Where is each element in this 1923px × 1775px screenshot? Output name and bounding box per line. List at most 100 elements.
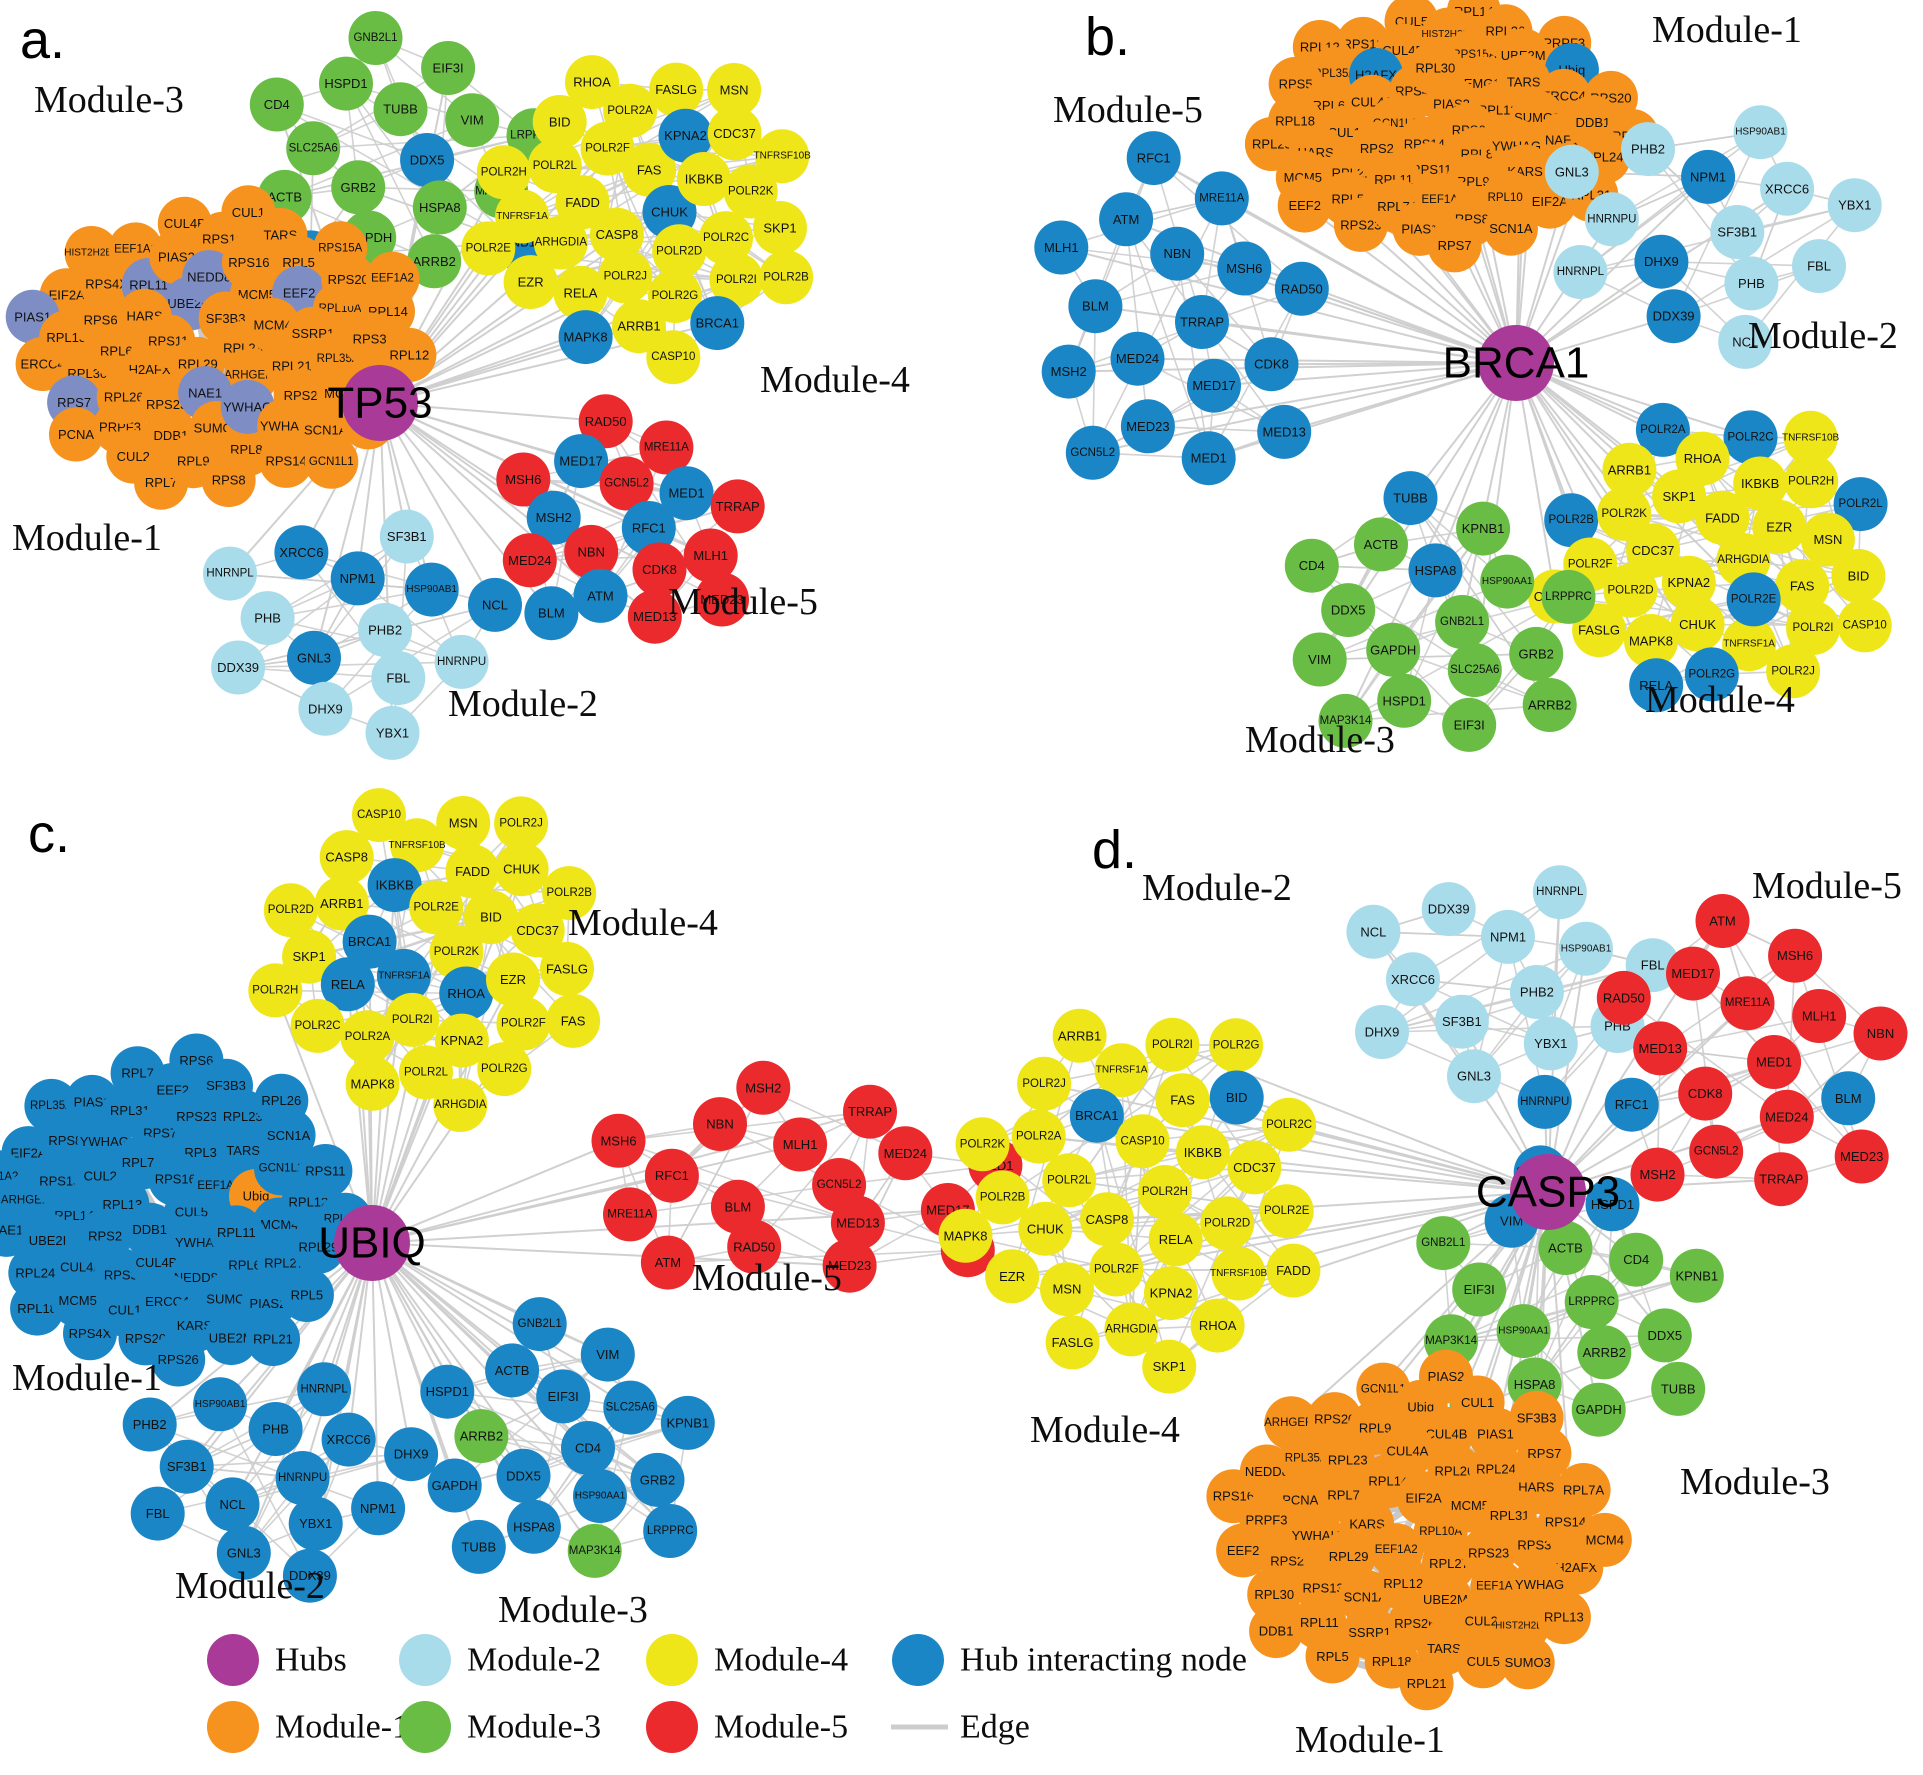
node-circle-lrpprc[interactable] [643,1504,698,1558]
node-circle-lrpprc[interactable] [1564,1275,1619,1329]
node-circle-med24[interactable] [502,533,557,588]
node-eif3i[interactable]: EIF3I [421,41,476,95]
node-circle-msh2[interactable] [736,1060,791,1115]
node-circle-gnl3[interactable] [216,1525,271,1580]
node-rpl5[interactable]: RPL5 [1305,1629,1360,1684]
node-circle-gnl3[interactable] [287,630,341,685]
node-atm[interactable]: ATM [573,568,628,623]
node-circle-chuk[interactable] [1670,597,1725,652]
node-circle-tubb[interactable] [373,82,428,137]
node-circle-bid[interactable] [463,890,518,945]
node-circle-ddx5[interactable] [400,133,455,187]
node-circle-hnrnpu[interactable] [1517,1074,1572,1129]
node-circle-hspd1[interactable] [319,56,373,111]
node-circle-msh6[interactable] [1768,928,1823,983]
node-dhx9[interactable]: DHX9 [384,1427,439,1482]
node-circle-polr2c[interactable] [1262,1097,1317,1152]
node-gnb2l1[interactable]: GNB2L1 [1435,595,1490,649]
node-circle-rhoa[interactable] [439,966,494,1021]
node-circle-grb2[interactable] [1509,626,1564,681]
node-circle-cdc37[interactable] [510,903,565,958]
node-circle-arrb1[interactable] [1052,1008,1107,1063]
node-circle-polr2a[interactable] [340,1010,395,1065]
node-ezr[interactable]: EZR [503,255,558,310]
node-circle-fadd[interactable] [1695,490,1750,545]
node-circle-mapk8[interactable] [558,310,613,365]
node-circle-blm[interactable] [1068,279,1123,334]
node-skp1[interactable]: SKP1 [1142,1339,1197,1394]
node-circle-rfc1[interactable] [1126,131,1181,186]
node-circle-arrb1[interactable] [314,876,369,931]
node-circle-hnrnpu[interactable] [275,1451,330,1505]
node-dhx9[interactable]: DHX9 [298,681,353,736]
node-circle-phb[interactable] [248,1402,303,1456]
node-circle-mre11a[interactable] [1720,976,1775,1031]
node-slc25a6[interactable]: SLC25A6 [286,121,341,176]
node-lrpprc[interactable]: LRPPRC [1564,1275,1619,1329]
node-mre11a[interactable]: MRE11A [1194,171,1249,226]
node-circle-msh6[interactable] [496,452,551,507]
node-circle-xrcc6[interactable] [1760,161,1815,216]
node-nbn[interactable]: NBN [1853,1006,1908,1061]
node-circle-eef1a2[interactable] [365,251,420,306]
node-mlh1[interactable]: MLH1 [1034,220,1089,275]
node-circle-brca1[interactable] [342,914,397,969]
node-atm[interactable]: ATM [1099,192,1154,247]
node-circle-polr2k[interactable] [429,925,484,979]
node-circle-rpl18[interactable] [10,1281,65,1336]
node-circle-pcna[interactable] [49,407,103,462]
node-hspa8[interactable]: HSPA8 [506,1499,561,1554]
node-trrap[interactable]: TRRAP [843,1084,897,1139]
node-hspa8[interactable]: HSPA8 [412,180,467,235]
node-arrb2[interactable]: ARRB2 [1577,1325,1632,1380]
node-med23[interactable]: MED23 [1834,1129,1889,1184]
node-circle-polr2c[interactable] [699,211,753,266]
node-polr2g[interactable]: POLR2G [1209,1018,1264,1073]
node-circle-gnb2l1[interactable] [1416,1216,1471,1271]
node-tubb[interactable]: TUBB [451,1519,506,1574]
node-hspa8[interactable]: HSPA8 [1408,543,1463,598]
node-circle-gcn1l1[interactable] [304,434,359,489]
node-ncl[interactable]: NCL [468,577,522,632]
node-polr2a[interactable]: POLR2A [1011,1109,1066,1164]
node-circle-mlh1[interactable] [683,528,738,583]
node-circle-med23[interactable] [695,572,749,627]
node-circle-polr2e[interactable] [409,880,464,935]
node-casp8[interactable]: CASP8 [1080,1192,1134,1247]
node-rela[interactable]: RELA [1148,1212,1203,1267]
node-circle-fbl[interactable] [130,1486,185,1541]
node-circle-eif3i[interactable] [1442,697,1497,752]
node-circle-npm1[interactable] [1481,909,1535,964]
node-grb2[interactable]: GRB2 [1509,626,1564,681]
node-vim[interactable]: VIM [580,1327,635,1382]
node-circle-sf3b1[interactable] [159,1439,214,1494]
node-circle-hnrnpl[interactable] [203,546,257,601]
node-circle-polr2a[interactable] [603,83,658,138]
node-arrb1[interactable]: ARRB1 [1052,1008,1107,1063]
node-circle-mre11a[interactable] [603,1187,657,1242]
node-circle-polr2e[interactable] [461,221,516,276]
node-circle-med13[interactable] [627,589,682,644]
node-circle-brca1[interactable] [690,296,745,351]
node-med13[interactable]: MED13 [1257,404,1312,459]
node-dhx9[interactable]: DHX9 [1355,1005,1409,1059]
node-circle-rad50[interactable] [1274,261,1329,316]
node-circle-med1[interactable] [659,466,714,521]
node-hsp90aa1[interactable]: HSP90AA1 [1496,1304,1551,1359]
node-circle-hnrnpu[interactable] [434,634,489,689]
node-msh2[interactable]: MSH2 [1041,344,1096,399]
node-circle-tnfrsf10b[interactable] [1211,1246,1266,1301]
node-circle-kpnb1[interactable] [1456,501,1511,556]
node-msn[interactable]: MSN [1040,1262,1094,1317]
node-circle-polr2l[interactable] [1833,477,1888,532]
node-ddx5[interactable]: DDX5 [496,1448,551,1503]
node-cd4[interactable]: CD4 [1609,1232,1664,1287]
node-circle-slc25a6[interactable] [603,1380,658,1435]
node-polr2h[interactable]: POLR2H [1784,454,1839,509]
node-lrpprc[interactable]: LRPPRC [1541,569,1596,624]
node-circle-atm[interactable] [1695,894,1750,948]
node-circle-cul4a[interactable] [1380,1423,1435,1478]
node-chuk[interactable]: CHUK [1670,597,1725,652]
node-fadd[interactable]: FADD [1266,1243,1321,1298]
node-circle-tnfrsf1a[interactable] [1722,617,1777,672]
